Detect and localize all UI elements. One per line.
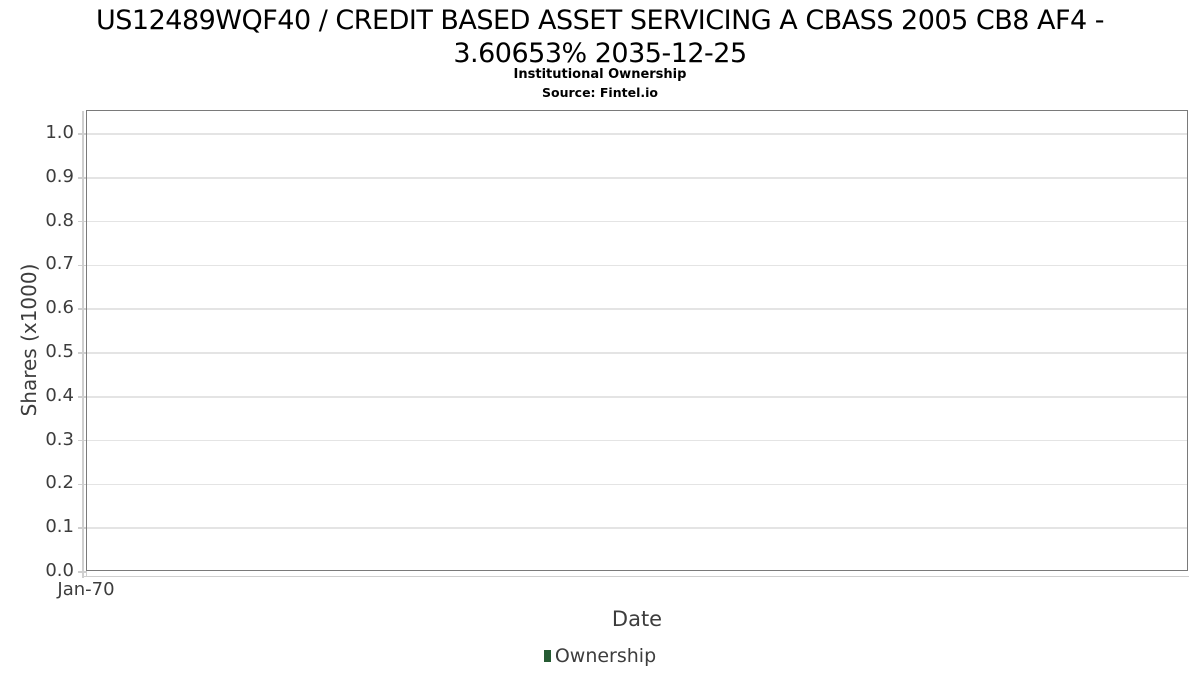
plot-area (78, 110, 1189, 578)
y-tick-label: 0.4 (45, 384, 74, 406)
gridline (87, 483, 1187, 486)
gridline (87, 220, 1187, 223)
legend: Ownership (0, 645, 1200, 667)
legend-label-ownership: Ownership (554, 645, 657, 667)
y-tick-mark (78, 264, 86, 267)
y-tick-label: 0.1 (45, 516, 74, 538)
y-tick-mark (78, 220, 86, 223)
gridline (87, 439, 1187, 442)
y-tick-mark (78, 439, 86, 442)
y-tick-label: 0.3 (45, 428, 74, 450)
y-tick-label: 0.6 (45, 297, 74, 319)
gridline (87, 308, 1187, 310)
x-tick-mark (85, 571, 87, 577)
chart-title: US12489WQF40 / CREDIT BASED ASSET SERVIC… (0, 4, 1200, 70)
chart-subtitle: Institutional Ownership (513, 67, 687, 82)
y-tick-mark (78, 177, 86, 179)
y-tick-label: 0.7 (45, 253, 74, 275)
y-tick-label: 1.0 (45, 122, 74, 143)
y-tick-mark (78, 396, 86, 398)
y-tick-mark (78, 308, 86, 310)
gridline (87, 133, 1187, 135)
gridline (87, 396, 1187, 398)
x-axis-label: Date (611, 607, 663, 631)
y-tick-label: 0.8 (45, 209, 74, 231)
y-tick-mark (78, 527, 86, 529)
y-tick-label: 0.0 (45, 560, 74, 581)
y-tick-mark (78, 483, 86, 486)
y-tick-mark (78, 571, 86, 573)
y-tick-label: 0.2 (45, 472, 74, 494)
gridline (87, 527, 1187, 529)
x-tick-label: Jan-70 (57, 579, 115, 600)
y-axis-line (82, 111, 84, 578)
chart-title-text: US12489WQF40 / CREDIT BASED ASSET SERVIC… (96, 5, 1104, 69)
gridline (87, 352, 1187, 354)
chart-source: Source: Fintel.io (542, 85, 658, 100)
y-tick-mark (78, 133, 86, 135)
y-tick-label: 0.9 (45, 165, 74, 187)
gridline (87, 264, 1187, 267)
x-axis-line (82, 575, 1189, 577)
y-tick-label: 0.5 (45, 341, 74, 362)
gridline (87, 177, 1187, 179)
legend-marker-ownership (543, 650, 551, 662)
y-tick-mark (78, 352, 86, 354)
